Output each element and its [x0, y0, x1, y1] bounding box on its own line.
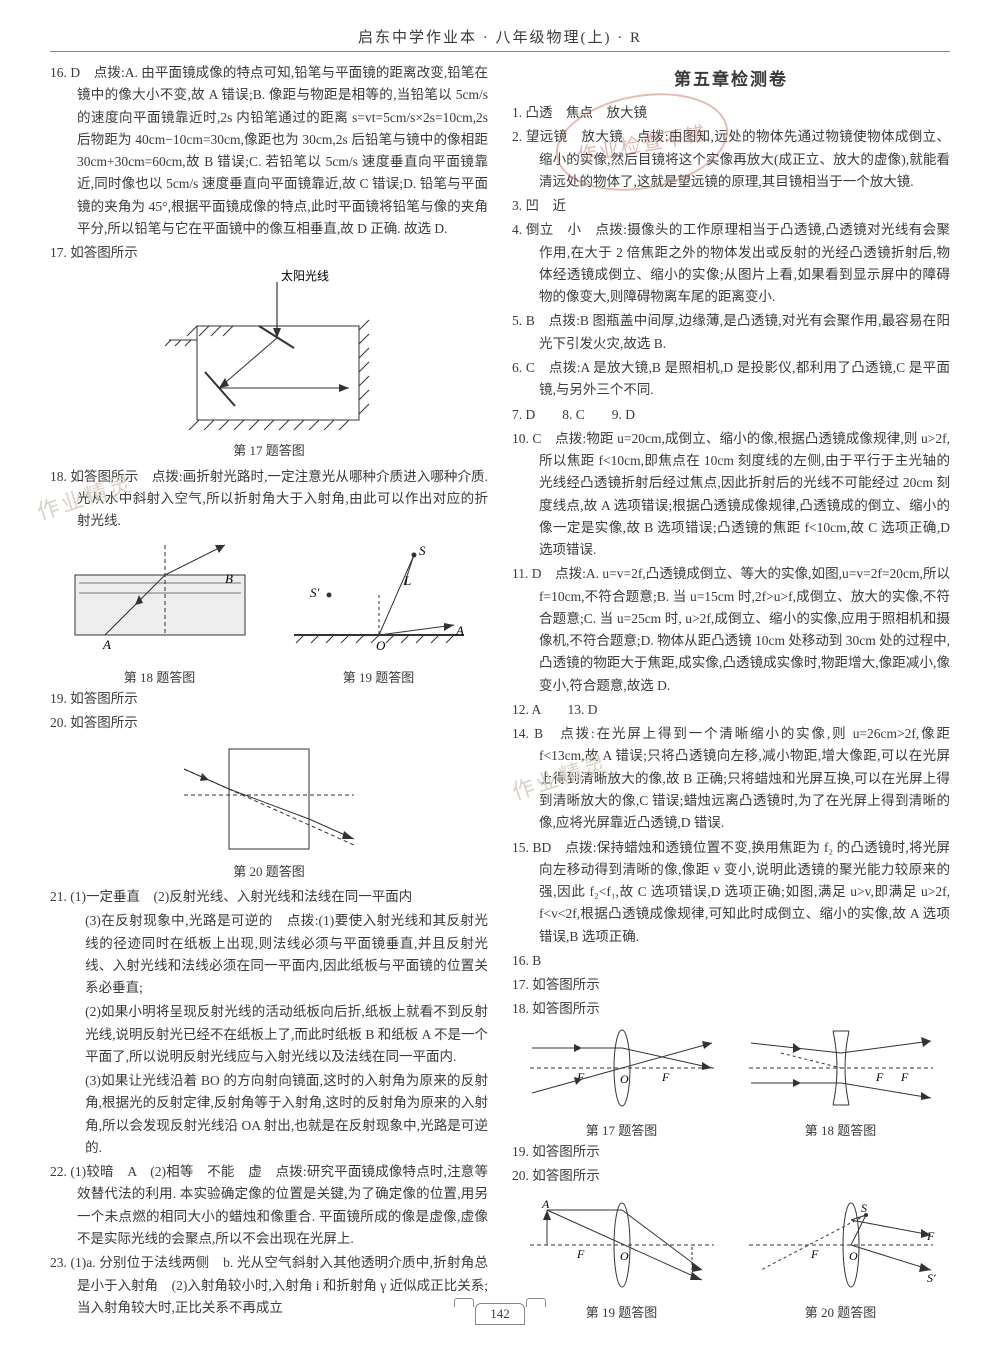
- fig20-svg: [174, 739, 364, 859]
- r-q15: 15. BD 点拨:保持蜡烛和透镜位置不变,换用焦距为 f₂ 的凸透镜时,将光屏…: [512, 837, 950, 948]
- r-q7: 7. D 8. C 9. D: [512, 404, 950, 426]
- left-column: 16. D 点拨:A. 由平面镜成像的特点可知,铅笔与平面镜的距离改变,铅笔在镜…: [50, 62, 488, 1323]
- q21b: (3)在反射现象中,光路是可逆的 点拨:(1)要使入射光线和其反射光线的径迹同时…: [50, 910, 488, 999]
- r-q14: 14. B 点拨:在光屏上得到一个清晰缩小的实像,则 u=26cm>2f,像距 …: [512, 723, 950, 834]
- fig17-svg: 太阳光线: [159, 268, 379, 438]
- gF: F: [576, 1247, 585, 1261]
- fig19-caption: 第 19 题答图: [284, 667, 474, 688]
- label-A: A: [102, 637, 111, 652]
- label-O: O: [376, 638, 386, 653]
- q21d: (3)如果让光线沿着 BO 的方向射向镜面,这时的入射角为原来的反射角,根据光的…: [50, 1070, 488, 1159]
- q21a: 21. (1)一定垂直 (2)反射光线、入射光线和法线在同一平面内: [50, 886, 488, 908]
- label-S: S: [419, 543, 426, 558]
- hO: O: [849, 1249, 858, 1263]
- gO: O: [620, 1249, 629, 1263]
- fig18: A B 第 18 题答图: [65, 535, 255, 688]
- hS: S: [861, 1201, 867, 1215]
- r-q2: 2. 望远镜 放大镜 点拨:由图知,远处的物体先通过物镜使物体成倒立、缩小的实像…: [512, 126, 950, 193]
- hSp: S′: [927, 1271, 936, 1285]
- q19: 19. 如答图所示: [50, 688, 488, 710]
- fig18-19-row: A B 第 18 题答图 S S′: [50, 535, 488, 688]
- r-fig17-18: F F O 第 17 题答图: [512, 1023, 950, 1141]
- page: 启东中学作业本 · 八年级物理(上) · R 作业检查不错 作业精灵 作业精灵 …: [0, 0, 1000, 1349]
- r-q16: 16. B: [512, 950, 950, 972]
- r-q11: 11. D 点拨:A. u=v=2f,凸透镜成倒立、等大的实像,如图,u=v=2…: [512, 563, 950, 697]
- page-number-wrap: 142: [0, 1303, 1000, 1325]
- lO: O: [620, 1072, 629, 1086]
- q20: 20. 如答图所示: [50, 712, 488, 734]
- fig20: 第 20 题答图: [50, 739, 488, 882]
- page-header: 启东中学作业本 · 八年级物理(上) · R: [50, 20, 950, 52]
- r-fig18: F F 第 18 题答图: [741, 1023, 941, 1141]
- r-fig17-cap: 第 17 题答图: [522, 1120, 722, 1141]
- chapter-title: 第五章检测卷: [512, 66, 950, 94]
- q17: 17. 如答图所示: [50, 242, 488, 264]
- r-q5: 5. B 点拨:B 图瓶盖中间厚,边缘薄,是凸透镜,对光有会聚作用,最容易在阳光…: [512, 310, 950, 355]
- r-q19: 19. 如答图所示: [512, 1141, 950, 1163]
- hF: F: [810, 1247, 819, 1261]
- cF2: F: [900, 1070, 909, 1084]
- r-q20: 20. 如答图所示: [512, 1165, 950, 1187]
- label-A2: A: [455, 623, 464, 638]
- r-q12: 12. A 13. D: [512, 699, 950, 721]
- r-fig19-svg: A F O: [522, 1190, 722, 1300]
- two-column-layout: 16. D 点拨:A. 由平面镜成像的特点可知,铅笔与平面镜的距离改变,铅笔在镜…: [50, 62, 950, 1323]
- right-column: 第五章检测卷 1. 凸透 焦点 放大镜 2. 望远镜 放大镜 点拨:由图知,远处…: [512, 62, 950, 1323]
- r-q17: 17. 如答图所示: [512, 974, 950, 996]
- fig17: 太阳光线: [50, 268, 488, 461]
- fig19: S S′ L O A 第 1: [284, 535, 474, 688]
- r-q10: 10. C 点拨:物距 u=20cm,成倒立、缩小的像,根据凸透镜成像规律,则 …: [512, 428, 950, 562]
- label-Sp: S′: [310, 585, 320, 600]
- r-q18: 18. 如答图所示: [512, 998, 950, 1020]
- cF1: F: [875, 1070, 884, 1084]
- lA: A: [541, 1197, 550, 1211]
- r-fig20-svg: F O S S′ F: [741, 1190, 941, 1300]
- fig18-svg: A B: [65, 535, 255, 665]
- r-fig18-cap: 第 18 题答图: [741, 1120, 941, 1141]
- r-q3: 3. 凹 近: [512, 195, 950, 217]
- sun-label: 太阳光线: [281, 268, 329, 283]
- q18: 18. 如答图所示 点拨:画折射光路时,一定注意光从哪种介质进入哪种介质. 光从…: [50, 466, 488, 533]
- fig18-caption: 第 18 题答图: [65, 667, 255, 688]
- label-L: L: [403, 573, 411, 588]
- r-q1: 1. 凸透 焦点 放大镜: [512, 102, 950, 124]
- r-q6: 6. C 点拨:A 是放大镜,B 是照相机,D 是投影仪,都利用了凸透镜,C 是…: [512, 357, 950, 402]
- fig19-svg: S S′ L O A: [284, 535, 474, 665]
- fig17-caption: 第 17 题答图: [50, 440, 488, 461]
- label-B: B: [225, 571, 233, 586]
- fig20-caption: 第 20 题答图: [50, 861, 488, 882]
- page-number: 142: [475, 1303, 525, 1325]
- lF2: F: [661, 1070, 670, 1084]
- q22: 22. (1)较暗 A (2)相等 不能 虚 点拨:研究平面镜成像特点时,注意等…: [50, 1161, 488, 1250]
- r-fig17-svg: F F O: [522, 1023, 722, 1118]
- hF2: F: [926, 1229, 935, 1243]
- q16: 16. D 点拨:A. 由平面镜成像的特点可知,铅笔与平面镜的距离改变,铅笔在镜…: [50, 62, 488, 240]
- r-fig18-svg: F F: [741, 1023, 941, 1118]
- r-q4: 4. 倒立 小 点拨:摄像头的工作原理相当于凸透镜,凸透镜对光线有会聚作用,在大…: [512, 219, 950, 308]
- q21c: (2)如果小明将呈现反射光线的活动纸板向后折,纸板上就看不到反射光线,说明反射光…: [50, 1001, 488, 1068]
- r-fig17: F F O 第 17 题答图: [522, 1023, 722, 1141]
